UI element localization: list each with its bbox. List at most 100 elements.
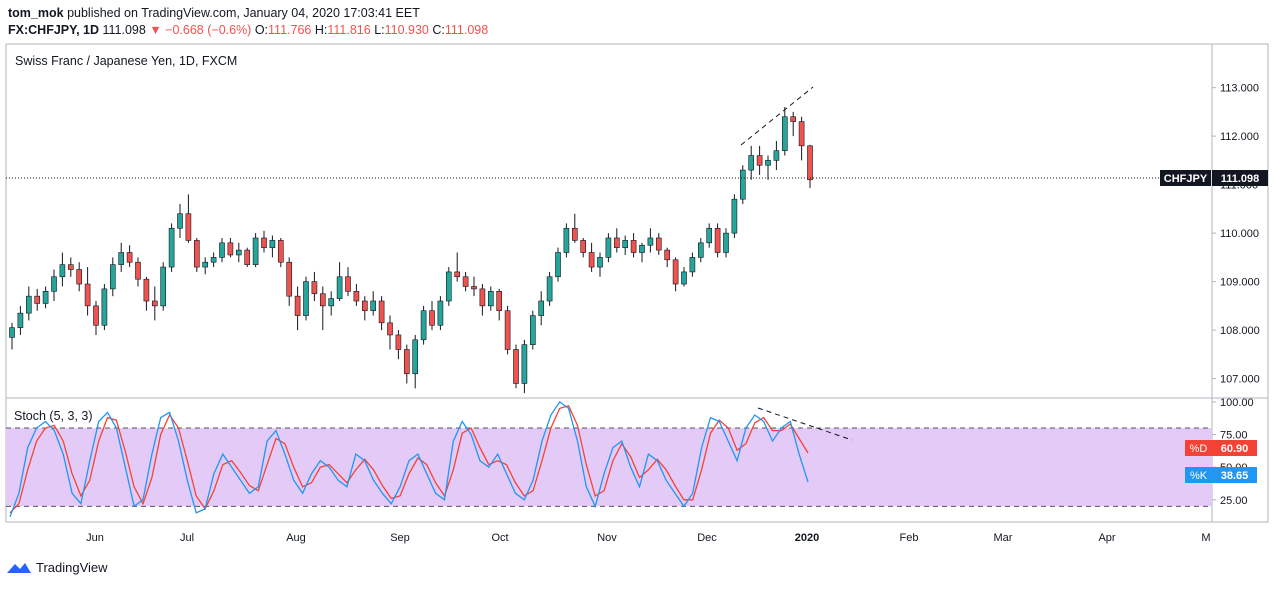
down-arrow-icon: ▼ <box>149 23 162 37</box>
k-value: 38.65 <box>1221 470 1249 482</box>
price-tick-label: 113.000 <box>1220 83 1259 95</box>
candle-body <box>765 160 771 166</box>
candle-body <box>126 252 133 263</box>
candle-body <box>252 237 259 265</box>
candle-body <box>303 281 309 316</box>
candle-body <box>76 269 83 285</box>
symbol-tag-text: CHFJPY <box>1164 173 1208 185</box>
chart-title: Swiss Franc / Japanese Yen, 1D, FXCM <box>15 54 237 68</box>
tradingview-footer[interactable]: TradingView <box>6 560 108 575</box>
candle-body <box>513 349 519 384</box>
k-label: %K <box>1190 470 1208 482</box>
stoch-d-line <box>9 405 809 514</box>
price-change: −0.668 (−0.6%) <box>165 23 252 37</box>
candle-body <box>387 322 393 336</box>
d-label: %D <box>1190 443 1208 455</box>
candle-body <box>504 310 511 350</box>
candle-body <box>521 344 528 384</box>
d-value-tag: %D 60.90 <box>1185 440 1257 456</box>
candle-body <box>605 237 612 258</box>
candle-body <box>17 312 24 328</box>
candle-body <box>151 300 158 307</box>
last-price-tag-text: 111.098 <box>1221 173 1260 185</box>
trendline-price <box>740 86 814 146</box>
candle-body <box>454 271 461 278</box>
time-label: Feb <box>900 532 919 544</box>
candle-body <box>781 116 788 151</box>
high-label: H: <box>314 23 328 37</box>
close-value: 111.098 <box>444 23 489 37</box>
candle-body <box>294 295 301 316</box>
candle-body <box>370 300 377 312</box>
candle-body <box>807 145 813 181</box>
candle-body <box>261 237 267 248</box>
candle-body <box>51 276 57 292</box>
candle-body <box>462 276 469 287</box>
candle-body <box>403 349 410 375</box>
candle-body <box>798 121 805 147</box>
candle-body <box>395 334 402 350</box>
time-label: Nov <box>597 532 617 544</box>
candle-body <box>219 242 225 258</box>
time-label: Oct <box>491 532 508 544</box>
candle-body <box>597 257 603 268</box>
candle-body <box>319 293 326 307</box>
stoch-tick-label: 100.00 <box>1220 397 1254 409</box>
candle-body <box>580 240 587 253</box>
candle-body <box>277 240 284 263</box>
candle-body <box>546 276 553 302</box>
candle-body <box>378 300 385 324</box>
candle-body <box>538 300 545 316</box>
candle-body <box>555 252 561 278</box>
last-price-tag: 111.098 <box>1212 170 1268 186</box>
chart-frame <box>5 43 1269 523</box>
candle-body <box>328 298 335 307</box>
candle-body <box>445 271 452 302</box>
candle-body <box>160 266 167 307</box>
candle-body <box>689 257 696 273</box>
open-value: 111.766 <box>268 23 312 37</box>
candle-body <box>42 291 49 304</box>
candle-body <box>210 257 217 263</box>
trendline-stoch <box>757 407 853 441</box>
candle-body <box>185 213 192 241</box>
candle-body <box>235 249 242 256</box>
time-label: 2020 <box>795 532 819 544</box>
d-value: 60.90 <box>1221 443 1249 455</box>
price-tick-label: 110.000 <box>1220 228 1259 240</box>
candle-body <box>34 295 41 304</box>
time-axis: Jun Jul Aug Sep Oct Nov Dec 2020 Feb Mar Apr M <box>86 532 1210 544</box>
candle-body <box>731 198 738 234</box>
published-text: published on TradingView.com, January 04… <box>67 6 420 20</box>
candle-body <box>59 264 66 278</box>
low-label: L: <box>374 23 385 37</box>
candle-body <box>84 283 91 307</box>
candle-body <box>622 240 629 248</box>
time-label: Jul <box>180 532 194 544</box>
candle-body <box>471 286 477 290</box>
stoch-tick-label: 75.00 <box>1220 430 1248 442</box>
time-label: Aug <box>286 532 306 544</box>
price-tick-label: 108.000 <box>1220 325 1260 337</box>
publisher-name[interactable]: tom_mok <box>8 6 64 20</box>
low-value: 110.930 <box>384 23 429 37</box>
candle-body <box>193 240 200 268</box>
price-tick-label: 109.000 <box>1220 277 1260 289</box>
candle-body <box>286 261 293 297</box>
candle-body <box>420 310 427 341</box>
time-label: Apr <box>1098 532 1115 544</box>
candle-body <box>9 327 15 338</box>
candle-body <box>529 315 536 345</box>
candle-body <box>630 240 637 253</box>
time-label: Jun <box>86 532 104 544</box>
candle-body <box>748 155 755 171</box>
candle-body <box>177 213 183 229</box>
candle-body <box>361 300 368 312</box>
candle-body <box>412 339 419 375</box>
candle-body <box>269 240 276 248</box>
candle-body <box>168 227 175 268</box>
ohlc-legend: FX:CHFJPY, 1D 111.098 ▼ −0.668 (−0.6%) O… <box>8 23 488 37</box>
candle-body <box>647 237 654 246</box>
